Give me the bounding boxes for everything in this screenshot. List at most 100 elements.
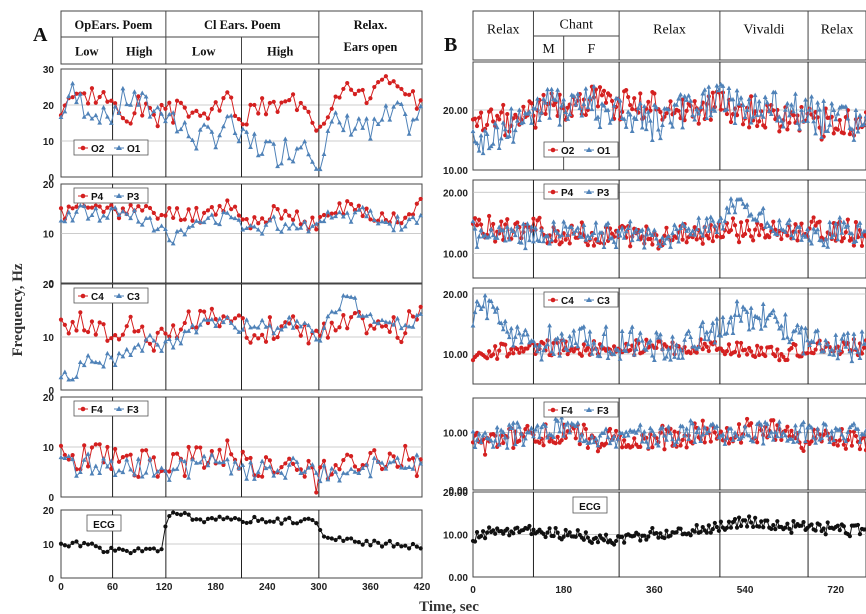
data-point [136,546,141,551]
data-point [371,319,377,324]
data-point [282,475,288,480]
data-point [789,346,794,351]
header-sub-label: Low [192,45,216,59]
data-point [855,349,861,354]
data-point [625,341,631,347]
data-point [662,240,667,246]
data-point [398,465,404,470]
data-point [294,209,300,214]
data-point [692,117,698,122]
data-point [780,124,786,129]
data-point [290,314,296,319]
data-point [337,478,342,483]
data-point [383,319,389,324]
data-point [545,435,550,440]
data-point [240,122,245,127]
data-point [240,519,245,525]
data-point [298,470,304,476]
data-point [116,468,122,473]
data-point [688,98,694,103]
data-point [337,95,342,100]
data-point [58,206,64,211]
data-point [271,214,277,219]
data-point [658,531,663,536]
data-point [244,317,250,322]
data-point [333,537,338,543]
data-point [805,337,810,343]
data-point [823,337,829,343]
data-point [813,440,819,445]
x-tick-label: 0 [470,585,476,596]
data-point [680,437,685,443]
data-point [364,213,369,219]
data-point [205,208,211,213]
data-point [101,209,106,215]
data-point [710,421,716,426]
data-point [493,344,498,349]
data-point [613,244,619,250]
data-point [383,103,389,108]
data-point [635,105,641,110]
data-point [225,90,230,95]
data-point [676,108,681,113]
data-point [364,538,369,543]
data-point [317,166,323,172]
data-point [379,317,385,323]
x-axis-b: 0 180 360 540 720 [470,585,844,596]
data-point [837,426,843,432]
data-point [387,451,392,456]
data-point [847,534,852,539]
data-point [260,332,265,337]
data-point [611,351,617,357]
data-point [263,222,269,227]
data-point [136,94,141,99]
data-point [577,105,583,110]
data-point [101,364,106,369]
data-point [645,109,651,114]
data-point [589,433,595,438]
data-point [700,91,706,96]
data-point [643,231,649,237]
data-point [101,322,106,327]
data-point [658,426,663,431]
data-point [225,515,230,520]
data-point [791,109,796,114]
data-point [77,469,83,474]
data-point [541,531,546,536]
data-point [758,326,764,331]
data-point [740,201,746,206]
data-point [835,523,840,528]
data-point [143,546,149,551]
data-point [248,459,253,465]
series-o2 [58,74,423,133]
data-point [209,516,214,521]
data-point [101,104,106,110]
data-point [140,448,145,453]
data-point [275,468,280,473]
data-point [762,94,768,99]
data-point [105,205,110,210]
data-point [696,111,702,116]
data-point [410,89,416,94]
data-point [789,436,794,441]
data-point [664,354,669,359]
data-point [414,473,419,479]
data-point [692,99,697,104]
data-point [260,96,265,101]
data-point [622,438,627,443]
data-point [372,538,377,543]
data-point [859,233,865,239]
data-point [488,143,494,149]
data-point [255,469,261,474]
data-point [742,518,748,523]
data-point [621,433,627,439]
data-point [583,112,588,118]
data-point [279,465,284,470]
data-point [379,460,385,465]
data-point [132,111,137,116]
data-point [510,228,516,234]
data-point [557,92,562,97]
data-point [768,310,774,316]
data-point [410,541,416,547]
